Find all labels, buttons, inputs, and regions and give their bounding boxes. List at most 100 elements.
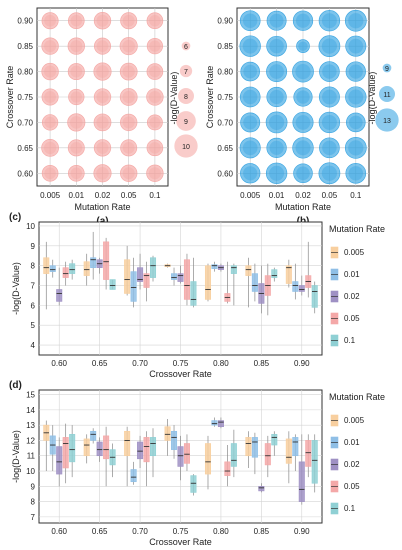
size-legend-label: 9 [385, 66, 389, 73]
bubble-point-core [149, 14, 161, 27]
bubble-point-core [298, 41, 308, 51]
box-body [190, 475, 197, 493]
panel-b-ylabel: Crossover Rate [205, 66, 215, 129]
legend-label: 0.05 [344, 482, 360, 491]
legend-label: 0.1 [344, 336, 356, 345]
bubble-point-core [96, 141, 109, 154]
bubble-point-core [70, 40, 83, 53]
bubble-point [41, 114, 59, 131]
legend-label: 0.005 [344, 416, 365, 425]
bubble-point [41, 139, 59, 157]
bubble-point-core [348, 140, 364, 156]
bubble-point [240, 61, 260, 82]
box-body [62, 437, 69, 469]
size-legend-title: -log(D-Value) [367, 72, 377, 125]
box-body [230, 443, 237, 467]
bubble-point [319, 61, 340, 82]
bubble-point-core [122, 116, 135, 129]
panel-d-xtick: 0.65 [92, 527, 108, 536]
panel-c-ytick: 7 [31, 282, 36, 291]
bubble-point [265, 162, 288, 184]
bubble-point-core [242, 140, 258, 156]
bubble-point [292, 60, 314, 83]
bubble-point [318, 111, 341, 134]
bubble-point-core [295, 63, 311, 80]
panel-b-xlabel: Mutation Rate [275, 202, 331, 212]
box-body [251, 273, 258, 292]
panel-c-xtick: 0.90 [294, 359, 310, 368]
bubble-point-core [269, 89, 284, 105]
bubble-point-core [243, 115, 258, 130]
panel-a-ylabel: Crossover Rate [5, 66, 15, 129]
bubble-point-core [295, 13, 311, 28]
panel-c-xtick: 0.80 [213, 359, 229, 368]
bubble-point-core [322, 64, 337, 79]
bubble-point-core [149, 40, 161, 52]
panel-b-xtick: 0.005 [240, 191, 261, 200]
size-legend-circle [382, 63, 392, 73]
bubble-point-core [96, 166, 109, 180]
size-legend-label: 9 [184, 119, 188, 126]
bubble-point-core [243, 166, 258, 181]
bubble-point-core [348, 38, 364, 54]
box-body [103, 435, 110, 460]
bubble-point [68, 88, 85, 106]
bubble-point-core [44, 91, 56, 103]
bubble-point-core [269, 165, 285, 181]
size-legend-label: 10 [182, 144, 190, 151]
size-legend-label: 7 [184, 69, 188, 76]
panel-c-ytick: 5 [31, 321, 36, 330]
bubble-point [345, 162, 367, 184]
panel-b-xtick: 0.05 [322, 191, 338, 200]
panel-b-ytick: 0.65 [217, 144, 233, 153]
bubble-point [146, 88, 164, 106]
box-body [311, 440, 318, 484]
box-body [124, 430, 131, 457]
panel-d-ytick: 13 [26, 421, 35, 430]
bubble-point [146, 63, 164, 80]
box-body [90, 430, 97, 441]
box-body [143, 273, 150, 288]
panel-a-xtick: 0.05 [121, 191, 137, 200]
bubble-point-core [43, 141, 57, 155]
legend-label: 0.01 [344, 270, 360, 279]
bubble-point [67, 113, 86, 132]
bubble-point [318, 86, 340, 108]
box-body [271, 269, 278, 278]
bubble-point-core [122, 90, 135, 104]
size-legend-circle [375, 108, 399, 132]
bubble-point-core [122, 141, 135, 154]
bubble-point-core [296, 90, 310, 104]
bubble-point-core [321, 38, 338, 54]
bubble-point-core [122, 14, 135, 27]
bubble-point [318, 10, 341, 32]
panel-c-xtick: 0.60 [51, 359, 67, 368]
bubble-point [119, 62, 138, 81]
bubble-point-core [149, 65, 161, 78]
bubble-point-core [321, 13, 337, 29]
panel-b-xtick: 0.02 [295, 191, 311, 200]
bubble-point [67, 63, 85, 81]
bubble-point-core [96, 116, 109, 129]
panel-d-ylabel: -log(D-Value) [11, 430, 21, 483]
panel-d-ytick: 14 [26, 406, 35, 415]
panel-b-ytick: 0.85 [217, 42, 233, 51]
size-legend-label: 13 [383, 118, 391, 125]
bubble-point-core [269, 13, 284, 28]
bubble-point-core [70, 65, 83, 78]
panel-c-ytick: 4 [31, 341, 36, 350]
bubble-point [240, 112, 261, 133]
bubble-point-core [96, 65, 109, 78]
panel-c-label: (c) [9, 212, 21, 223]
panel-c-xtick: 0.75 [173, 359, 189, 368]
box-body [56, 289, 63, 302]
bubble-point-core [44, 40, 57, 53]
panel-d-xtick: 0.80 [213, 527, 229, 536]
bubble-point [68, 164, 85, 182]
panel-a-ytick: 0.85 [17, 42, 33, 51]
bubble-point [120, 113, 138, 132]
size-legend-circle [174, 134, 198, 158]
panel-a-xtick: 0.005 [40, 191, 61, 200]
box-body [69, 434, 76, 463]
